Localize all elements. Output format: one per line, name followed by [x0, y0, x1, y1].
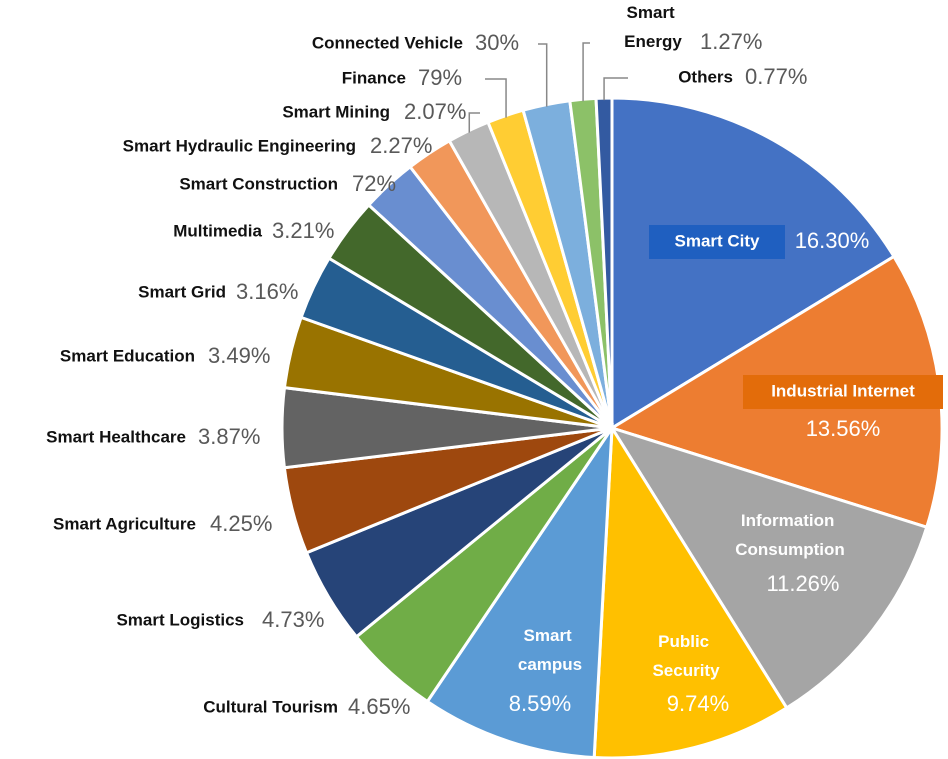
- value-label: 2.07%: [404, 99, 466, 124]
- category-label: Smart Mining: [282, 102, 390, 121]
- category-label: Finance: [342, 68, 406, 87]
- category-label: Public Security: [652, 632, 720, 680]
- value-label: 4.25%: [210, 511, 272, 536]
- leader-line: [538, 43, 548, 107]
- category-label: Multimedia: [173, 221, 262, 240]
- category-label: Information Consumption: [735, 511, 845, 559]
- value-label: 0.77%: [745, 64, 807, 89]
- value-label: 30%: [475, 30, 519, 55]
- value-label: 4.65%: [348, 694, 410, 719]
- value-label: 4.73%: [262, 607, 324, 632]
- value-label: 16.30%: [795, 228, 870, 253]
- category-label: Smart Construction: [179, 174, 338, 193]
- value-label: 1.27%: [700, 29, 762, 54]
- category-label: Cultural Tourism: [203, 697, 338, 716]
- category-label: Smart campus: [518, 626, 582, 674]
- leader-line: [485, 78, 507, 118]
- category-label: Smart Healthcare: [46, 427, 186, 446]
- category-label: Smart City: [674, 231, 760, 250]
- category-label: Smart Logistics: [116, 610, 244, 629]
- leader-line: [582, 42, 590, 102]
- value-label: 13.56%: [806, 416, 881, 441]
- leader-line: [468, 112, 480, 133]
- category-label: Others: [678, 67, 733, 86]
- category-label: Smart Hydraulic Engineering: [123, 136, 356, 155]
- value-label: 11.26%: [767, 571, 840, 596]
- pie-slice: [608, 425, 929, 711]
- pie-slice: [610, 96, 896, 431]
- pie-slice: [425, 422, 614, 759]
- label-box: [649, 225, 785, 259]
- label-box: [743, 375, 943, 409]
- category-label: Smart Agriculture: [53, 514, 196, 533]
- value-label: 9.74%: [667, 691, 729, 716]
- leader-line: [603, 77, 628, 101]
- category-label: Smart Education: [60, 346, 195, 365]
- category-label: Smart Grid: [138, 282, 226, 301]
- category-label: Industrial Internet: [771, 381, 915, 400]
- value-label: 2.27%: [370, 133, 432, 158]
- value-label: 3.16%: [236, 279, 298, 304]
- value-label: 79%: [418, 65, 462, 90]
- value-label: 3.21%: [272, 218, 334, 243]
- category-label: Connected Vehicle: [312, 33, 463, 52]
- value-label: 3.87%: [198, 424, 260, 449]
- category-label: Smart Energy: [624, 3, 682, 51]
- value-label: 3.49%: [208, 343, 270, 368]
- value-label: 72%: [352, 171, 396, 196]
- value-label: 8.59%: [509, 691, 571, 716]
- pie-slice: [592, 423, 789, 759]
